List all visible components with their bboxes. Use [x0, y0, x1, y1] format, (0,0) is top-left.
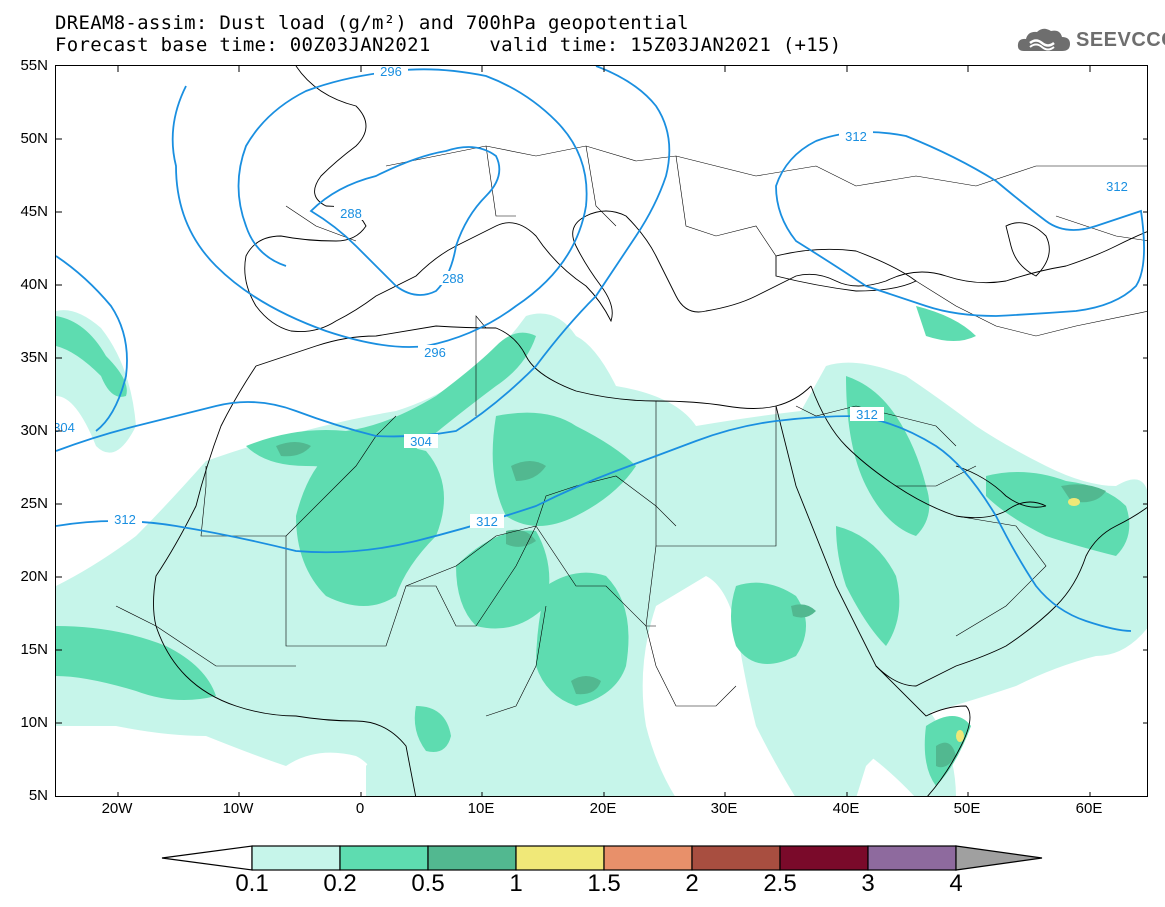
colorbar-over-arrow — [955, 845, 1043, 871]
cloud-logo-icon — [1017, 28, 1070, 51]
colorbar-label: 2.5 — [763, 870, 797, 897]
lat-label: 20N — [20, 568, 48, 585]
contour-label: 288 — [340, 206, 362, 221]
lat-label: 10N — [20, 714, 48, 731]
colorbar-bin — [339, 845, 429, 871]
colorbar-bin — [691, 845, 781, 871]
lat-label: 55N — [20, 57, 48, 74]
lat-label: 45N — [20, 203, 48, 220]
geopotential-contours — [56, 66, 1145, 632]
lon-label: 10W — [222, 800, 254, 817]
contour-label: 296 — [424, 345, 446, 360]
contour-label: 312 — [845, 129, 867, 144]
colorbar-label: 0.2 — [323, 870, 357, 897]
lat-label: 5N — [28, 787, 48, 804]
contour-label: 304 — [56, 420, 75, 435]
map-title: DREAM8-assim: Dust load (g/m²) and 700hP… — [55, 12, 689, 34]
lat-label: 35N — [20, 349, 48, 366]
lon-label: 50E — [953, 800, 981, 817]
lat-label: 40N — [20, 276, 48, 293]
dust-shading-low — [56, 310, 1147, 796]
lon-label: 60E — [1075, 800, 1103, 817]
contour-label: 312 — [114, 512, 136, 527]
colorbar-label: 1 — [509, 870, 523, 897]
colorbar-bin — [603, 845, 693, 871]
colorbar-label: 4 — [949, 870, 963, 897]
contour-label: 288 — [442, 271, 464, 286]
lon-label: 10E — [467, 800, 495, 817]
contour-label: 304 — [410, 434, 432, 449]
lon-label: 0 — [355, 800, 365, 817]
contour-label: 312 — [1106, 179, 1128, 194]
lat-label: 15N — [20, 641, 48, 658]
contour-label: 312 — [476, 514, 498, 529]
colorbar — [161, 845, 1043, 871]
dust-shading-peak — [956, 498, 1080, 742]
lat-label: 25N — [20, 495, 48, 512]
colorbar-label: 0.5 — [411, 870, 445, 897]
axis-ticks — [56, 66, 1147, 796]
colorbar-label: 3 — [861, 870, 875, 897]
lat-label: 50N — [20, 130, 48, 147]
map-panel[interactable]: 296 288 288 296 304 304 312 312 312 312 … — [55, 65, 1148, 797]
seevccc-logo: SEEVCCC — [1016, 24, 1165, 56]
contour-label: 312 — [856, 407, 878, 422]
colorbar-under-arrow — [161, 845, 253, 871]
colorbar-bin — [427, 845, 517, 871]
forecast-time-line: Forecast base time: 00Z03JAN2021 valid t… — [55, 34, 842, 56]
lon-label: 20W — [101, 800, 133, 817]
colorbar-bin — [779, 845, 869, 871]
dust-shading-high — [276, 442, 1106, 768]
lon-label: 40E — [832, 800, 860, 817]
colorbar-bin — [867, 845, 957, 871]
lat-label: 30N — [20, 422, 48, 439]
contour-label: 296 — [380, 66, 402, 79]
dust-map-canvas: 296 288 288 296 304 304 312 312 312 312 … — [56, 66, 1147, 796]
colorbar-bin — [515, 845, 605, 871]
logo-text: SEEVCCC — [1076, 28, 1165, 51]
colorbar-label: 2 — [685, 870, 699, 897]
lon-label: 20E — [589, 800, 617, 817]
colorbar-bin — [251, 845, 341, 871]
lon-label: 30E — [710, 800, 738, 817]
colorbar-label: 1.5 — [587, 870, 621, 897]
colorbar-label: 0.1 — [235, 870, 269, 897]
contour-labels: 296 288 288 296 304 304 312 312 312 312 … — [56, 66, 1134, 529]
